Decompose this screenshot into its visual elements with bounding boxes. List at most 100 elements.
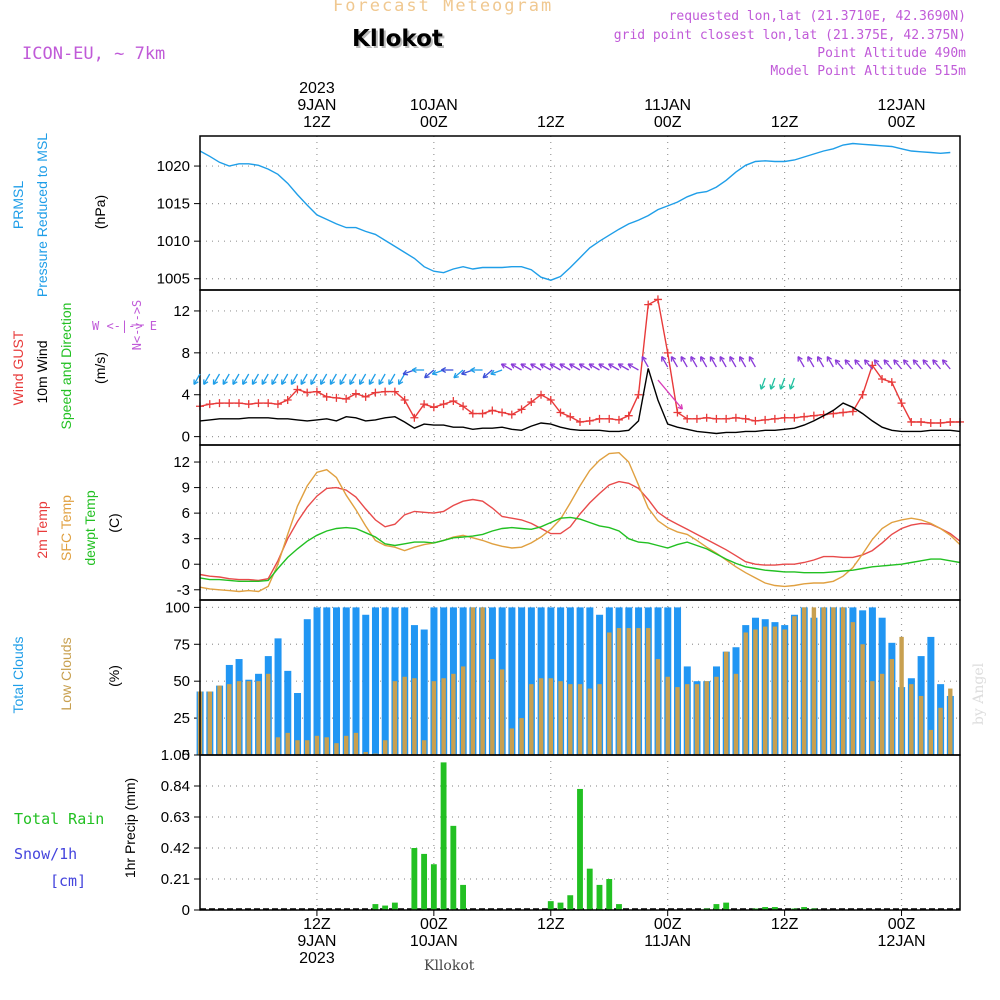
low-cloud-bar (811, 607, 817, 755)
panel-frame (199, 444, 961, 601)
y-tick-label: 50 (173, 673, 190, 690)
gust-marker (537, 390, 546, 399)
gust-marker (342, 394, 351, 403)
total-cloud-bar (284, 670, 292, 755)
y-tick-label: 12 (173, 454, 190, 471)
gust-marker (449, 397, 458, 406)
gust-marker (215, 399, 224, 408)
low-cloud-bar (236, 681, 242, 755)
low-cloud-bar (831, 607, 836, 755)
y-tick-label: 0 (182, 429, 190, 446)
total-cloud-bar (313, 607, 321, 755)
low-cloud-bar (538, 678, 544, 755)
low-cloud-bar (840, 607, 846, 755)
low-cloud-bar (665, 676, 670, 755)
y-tick-label: 0.42 (161, 840, 190, 857)
wind-direction-arrow (222, 373, 230, 385)
low-cloud-bar (899, 636, 904, 755)
precip-bar (430, 864, 437, 910)
gust-marker (614, 415, 623, 424)
low-cloud-bar (568, 684, 573, 755)
low-cloud-bar (529, 684, 534, 755)
low-cloud-bar (285, 732, 290, 755)
low-cloud-bar (577, 684, 583, 755)
precip-bar (460, 884, 466, 910)
gust-marker (429, 403, 438, 412)
wind-direction-arrow (844, 359, 854, 370)
y-tick-label: 0 (182, 747, 190, 764)
bottom-time-label: 12Z (537, 916, 565, 933)
low-cloud-bar (714, 676, 719, 755)
gust-marker (683, 414, 692, 423)
wind-direction-arrow (759, 377, 766, 390)
wind-direction-arrow (826, 356, 834, 368)
wind-direction-arrow (788, 377, 795, 390)
low-cloud-bar (207, 691, 212, 755)
gust-marker (273, 400, 282, 409)
gust-marker (605, 414, 614, 423)
gust-marker (839, 408, 848, 417)
low-cloud-bar (938, 707, 943, 755)
gust-marker (936, 419, 945, 428)
gust-marker (926, 419, 935, 428)
total-cloud-bar (362, 614, 370, 755)
low-cloud-bar (636, 628, 641, 755)
model-label: ICON-EU, ~ 7km (22, 44, 166, 64)
wind-direction-arrow (700, 356, 708, 368)
chart-title: Kllokot (352, 26, 443, 52)
wind-direction-arrow (251, 373, 260, 385)
snow-label: Snow/1h (14, 845, 78, 863)
low-cloud-bar (275, 737, 281, 755)
total-cloud-bar (586, 607, 594, 755)
total-cloud-bar (576, 607, 584, 755)
wind-direction-arrow (641, 356, 649, 368)
top-time-label: 2023 (299, 80, 335, 97)
low-cloud-bar (753, 629, 758, 755)
y-tick-label: 0 (182, 556, 190, 573)
low-cloud-bar (772, 626, 778, 755)
series-line (199, 368, 961, 435)
low-cloud-bar (928, 729, 934, 755)
gust-marker (702, 413, 711, 422)
total-cloud-bar (303, 619, 311, 755)
low-cloud-bar (870, 681, 875, 755)
precip-bar (440, 762, 447, 910)
wind-direction-arrow (539, 363, 552, 371)
top-time-label: 12Z (537, 114, 565, 131)
precip-bar (450, 825, 457, 910)
y-tick-label: 1010 (157, 233, 190, 250)
gust-marker (527, 398, 536, 407)
wind-direction-arrow (748, 356, 756, 368)
wind-direction-arrow (310, 373, 318, 385)
bottom-time-label: 00Z (888, 916, 916, 933)
gust-marker (322, 392, 331, 401)
wind-direction-arrow (661, 356, 669, 368)
wind-direction-arrow (863, 359, 873, 370)
wind-direction-arrow (520, 363, 532, 371)
precip-bar (801, 907, 808, 910)
series-line (199, 451, 961, 593)
total-cloud-bar (381, 607, 389, 755)
bottom-time-label: 11JAN (644, 933, 691, 950)
total-cloud-bar (352, 607, 360, 755)
low-cloud-bar (850, 622, 856, 755)
low-cloud-bar (460, 666, 466, 755)
wind-direction-arrow (378, 373, 386, 385)
wind-direction-arrow (453, 369, 464, 379)
gust-marker (897, 399, 906, 408)
low-cloud-bar (685, 684, 690, 755)
series-line (199, 480, 961, 582)
low-cloud-bar (889, 659, 895, 755)
wind-direction-arrow (738, 356, 747, 368)
precip-bar (723, 902, 730, 910)
low-cloud-bar (344, 735, 349, 755)
low-cloud-bar (597, 684, 602, 755)
y-tick-label: 6 (182, 505, 190, 522)
precip-bar (421, 853, 428, 910)
wind-direction-arrow (242, 373, 250, 385)
gust-marker (809, 411, 818, 420)
wind-direction-arrow (941, 359, 951, 370)
wind-direction-arrow (530, 363, 542, 371)
low-cloud-bar (792, 616, 797, 755)
